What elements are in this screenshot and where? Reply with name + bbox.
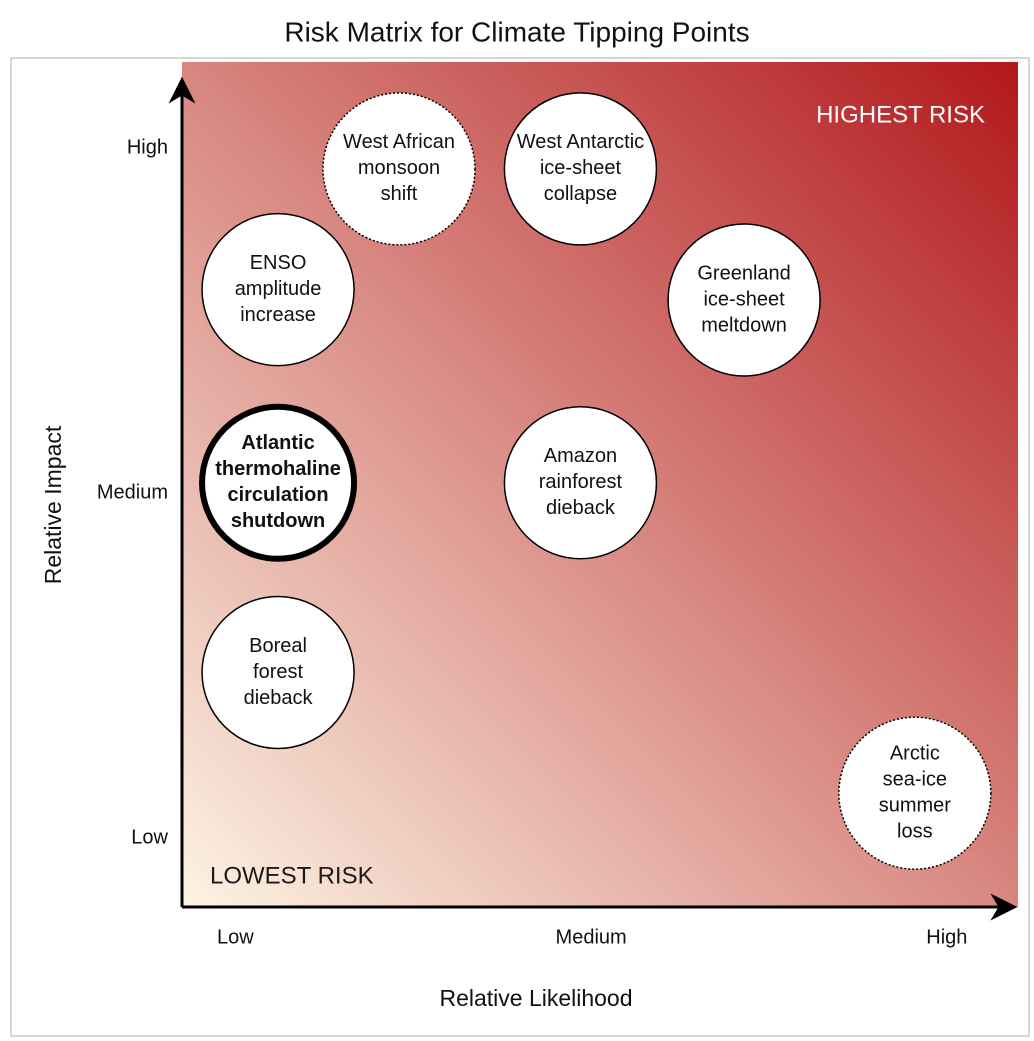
bubble-label: loss	[897, 820, 933, 842]
bubble-label: amplitude	[235, 278, 322, 300]
x-axis-label: Relative Likelihood	[439, 985, 632, 1011]
bubble-label: ice-sheet	[703, 288, 785, 310]
bubble-label: rainforest	[539, 471, 623, 493]
bubble-label: West Antarctic	[517, 131, 644, 153]
x-tick-label: Medium	[556, 926, 627, 948]
y-tick-label: Medium	[97, 481, 168, 503]
risk-bubble	[503, 406, 658, 560]
bubble-label: shift	[381, 183, 418, 205]
bubble-label: ENSO	[250, 252, 307, 274]
bubble-label: Atlantic	[241, 432, 314, 454]
bubble-label: shutdown	[231, 510, 325, 532]
risk-bubble	[201, 212, 355, 367]
bubble-label: dieback	[546, 497, 616, 519]
bubble-label: collapse	[544, 183, 617, 205]
bubble-label: ice-sheet	[540, 157, 622, 179]
bubble-label: thermohaline	[215, 458, 341, 480]
y-tick-label: Low	[131, 826, 168, 848]
annotation: HIGHEST RISK	[816, 101, 985, 128]
bubble-label: increase	[240, 304, 316, 326]
x-tick-label: Low	[217, 926, 254, 948]
bubble-label: Boreal	[249, 635, 307, 657]
y-tick-label: High	[127, 137, 168, 159]
risk-bubble	[838, 716, 992, 870]
x-tick-label: High	[926, 926, 967, 948]
bubble-label: dieback	[244, 687, 314, 709]
risk-bubble	[503, 92, 658, 246]
chart-title: Risk Matrix for Climate Tipping Points	[284, 16, 749, 47]
y-axis-label: Relative Impact	[40, 425, 66, 584]
risk-bubble	[201, 595, 355, 750]
bubble-label: summer	[879, 794, 952, 816]
points: West African monsoon shift West Antarctic ic…	[199, 92, 992, 870]
bubble-label: Arctic	[890, 742, 940, 764]
bubble-label: circulation	[227, 484, 328, 506]
frame	[10, 57, 1030, 1037]
bubble-label: Greenland	[697, 262, 790, 284]
risk-bubble	[667, 223, 821, 377]
bubble-label: monsoon	[358, 157, 440, 179]
bubble-label: Amazon	[544, 445, 617, 467]
bubble-label: West African	[343, 131, 455, 153]
risk-bubble	[199, 403, 358, 562]
risk-bubble	[322, 92, 476, 246]
annotation: LOWEST RISK	[210, 862, 374, 889]
bubble-label: meltdown	[701, 314, 787, 336]
bubble-label: sea-ice	[883, 768, 947, 790]
bubble-label: forest	[253, 661, 303, 683]
